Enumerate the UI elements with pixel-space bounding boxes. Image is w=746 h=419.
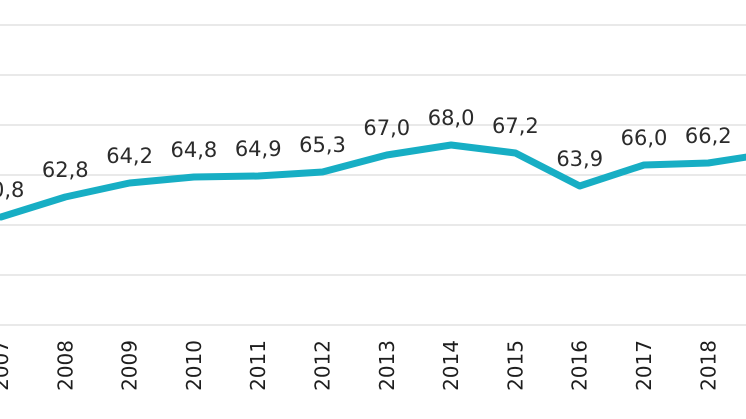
x-tick-label: 2013 [375, 340, 399, 391]
x-tick-label: 2008 [53, 340, 77, 391]
data-label: 65,3 [299, 133, 346, 157]
x-tick-label: 2012 [311, 340, 335, 391]
data-label: 67,2 [492, 114, 539, 138]
x-tick-label: 2011 [246, 340, 270, 391]
data-label: 68,0 [428, 106, 475, 130]
series-line [0, 141, 746, 221]
data-label: 60,8 [0, 178, 24, 202]
x-tick-label: 2014 [439, 340, 463, 391]
data-label: 64,9 [235, 137, 282, 161]
x-tick-label: 2010 [182, 340, 206, 391]
x-tick-label: 2007 [0, 340, 13, 391]
data-label: 62,8 [42, 158, 89, 182]
gridlines [0, 24, 746, 326]
data-label: 67,0 [363, 116, 410, 140]
x-tick-label: 2009 [118, 340, 142, 391]
x-tick-label: 2015 [503, 340, 527, 391]
data-label: 66,0 [621, 126, 668, 150]
x-tick-label: 2016 [568, 340, 592, 391]
data-label: 64,2 [106, 144, 153, 168]
x-tick-label: 2017 [632, 340, 656, 391]
data-label: 66,2 [685, 124, 732, 148]
data-label: 64,8 [171, 138, 218, 162]
x-axis-ticks: 2007 2008 2009 2010 2011 2012 2013 2014 2015 2016… [0, 340, 720, 391]
data-labels: 60,8 62,8 64,2 64,8 64,9 65,3 67,0 68,0 67,2 63,9… [0, 106, 732, 202]
x-tick-label: 2018 [696, 340, 720, 391]
data-label: 63,9 [556, 147, 603, 171]
